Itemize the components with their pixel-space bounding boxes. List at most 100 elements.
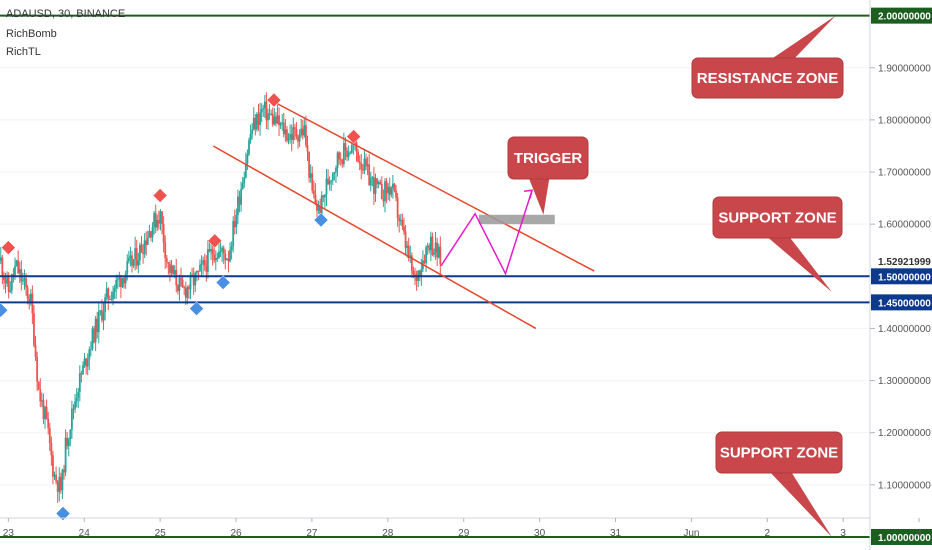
candle-body [251, 129, 254, 134]
candle-body [183, 287, 186, 289]
support-upper-price-label-bg[interactable] [871, 268, 932, 285]
candle-body [55, 474, 57, 482]
candle-body [382, 199, 385, 202]
callout-box[interactable] [691, 57, 844, 99]
candle-body [244, 163, 247, 178]
candle-body [180, 278, 182, 280]
candle-body [153, 213, 156, 228]
indicator-richtl[interactable]: RichTL [6, 46, 41, 58]
candle-body [384, 181, 386, 202]
candle-body [404, 231, 407, 248]
candle-body [148, 231, 151, 238]
candle-body [189, 274, 192, 290]
candle-body [123, 277, 125, 284]
candle-body [273, 116, 276, 125]
price-tick-label: 1.30000000 [878, 376, 931, 387]
candle-body [167, 262, 170, 264]
candle-body [289, 134, 292, 139]
candle-body [104, 297, 107, 313]
candle-body [338, 152, 341, 160]
candle-body [162, 223, 165, 243]
candle-body [82, 365, 84, 375]
candle-body [227, 258, 230, 262]
candle-body [124, 273, 127, 284]
resistance-price-label-bg[interactable] [871, 7, 932, 24]
candle-body [44, 406, 46, 419]
candle-body [101, 310, 103, 321]
candle-body [270, 113, 273, 115]
callout-box[interactable] [715, 431, 843, 474]
candle-body [18, 269, 21, 274]
support-upper-price-label: 1.50000000 [878, 272, 931, 283]
current-price-label-bg[interactable] [871, 253, 932, 270]
candle-body [59, 476, 62, 491]
candle-body [303, 125, 306, 136]
candle-body [71, 408, 73, 430]
candle-body [374, 178, 377, 194]
candle-body [150, 231, 152, 238]
candle-body [50, 442, 53, 456]
candle-body [56, 481, 59, 492]
candle-body [287, 138, 290, 141]
candle-body [330, 180, 333, 182]
bottom-price-label-bg[interactable] [871, 528, 932, 545]
time-tick-label: 29 [458, 528, 470, 539]
callout-box[interactable] [507, 136, 589, 180]
candle-body [93, 328, 95, 343]
candle-body [52, 455, 54, 477]
candle-body [161, 211, 163, 224]
candle-body [172, 265, 175, 275]
candle-body [175, 270, 178, 286]
candle-body [240, 189, 242, 205]
candle-body [169, 263, 171, 273]
symbol-title[interactable]: ADAUSD, 30, BINANCE [6, 8, 126, 20]
candle-body [262, 108, 265, 110]
candle-body [96, 318, 99, 333]
buy-signal-marker [0, 302, 9, 318]
candle-body [97, 311, 100, 333]
candle-body [197, 271, 200, 273]
candle-body [333, 172, 336, 174]
candle-body [282, 122, 285, 135]
candle-body [214, 258, 217, 261]
candle-body [4, 280, 7, 284]
channel-upper-line[interactable] [272, 100, 595, 272]
trigger-zone-box[interactable] [478, 214, 555, 225]
channel-lower-line[interactable] [212, 145, 537, 330]
resistance-price-label: 2.00000000 [878, 12, 931, 23]
candle-body [403, 226, 405, 232]
candle-body [350, 144, 353, 153]
candle-body [156, 220, 159, 228]
bottom-price-label: 1.00000000 [878, 533, 931, 544]
candle-body [210, 249, 212, 252]
callout-pointer [768, 470, 832, 537]
callout-box[interactable] [712, 196, 843, 239]
candle-body [293, 127, 296, 130]
indicator-richbomb[interactable]: RichBomb [6, 28, 57, 40]
candle-body [222, 247, 225, 254]
candle-body [78, 373, 81, 393]
candle-body [380, 183, 383, 200]
candle-body [428, 245, 431, 251]
candle-body [188, 287, 190, 290]
sell-signal-marker [207, 233, 223, 249]
candle-body [15, 260, 18, 266]
candle-body [121, 277, 124, 288]
candle-body [434, 242, 437, 253]
candle-body [308, 151, 310, 178]
candle-body [358, 161, 361, 164]
support-lower-price-label-bg[interactable] [871, 294, 932, 311]
candle-body [319, 206, 322, 219]
candle-body [391, 183, 394, 188]
candle-body [224, 253, 227, 261]
candle-body [61, 469, 64, 491]
candle-body [297, 136, 299, 142]
candle-body [143, 240, 146, 255]
candle-body [354, 142, 356, 144]
candle-body [437, 246, 440, 258]
buy-signal-marker [215, 275, 231, 290]
candle-body [40, 400, 43, 402]
candle-body [108, 298, 111, 300]
projection-path[interactable] [440, 190, 533, 276]
